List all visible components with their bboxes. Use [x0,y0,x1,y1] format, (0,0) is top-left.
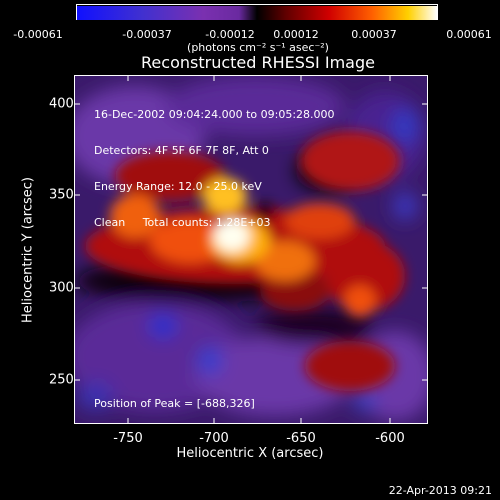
colorbar-tick: -0.00037 [122,28,172,41]
colorbar-gradient [77,6,437,20]
y-tick: 300 [49,280,74,296]
colorbar-units: (photons cm⁻² s⁻¹ asec⁻²) [187,41,329,54]
x-tick: -600 [375,431,405,446]
colorbar-tick: -0.00012 [205,28,255,41]
time-range: 16-Dec-2002 09:04:24.000 to 09:05:28.000 [94,108,335,121]
colorbar-tick: 0.00012 [273,28,319,41]
peak-position: Position of Peak = [-688,326] [94,397,255,410]
colorbar-tick: 0.00061 [446,28,492,41]
y-tick: 250 [49,372,74,388]
x-tick: -650 [286,431,316,446]
x-tick: -700 [199,431,229,446]
colorbar-tick: 0.00037 [351,28,397,41]
y-tick: 400 [49,96,74,112]
rhessi-image-plot [74,75,428,424]
energy-range: Energy Range: 12.0 - 25.0 keV [94,180,262,193]
colorbar [76,4,438,20]
x-axis-label: Heliocentric X (arcsec) [176,446,324,461]
rhessi-image-map [75,76,427,423]
image-title: Reconstructed RHESSI Image [141,53,375,72]
detectors: Detectors: 4F 5F 6F 7F 8F, Att 0 [94,144,269,157]
observation-info: 16-Dec-2002 09:04:24.000 to 09:05:28.000… [94,85,335,241]
clean-total-counts: Clean Total counts: 1.28E+03 [94,216,271,229]
x-tick: -750 [113,431,143,446]
y-tick: 350 [49,187,74,203]
timestamp: 22-Apr-2013 09:21 [388,484,492,497]
colorbar-tick: -0.00061 [13,28,63,41]
